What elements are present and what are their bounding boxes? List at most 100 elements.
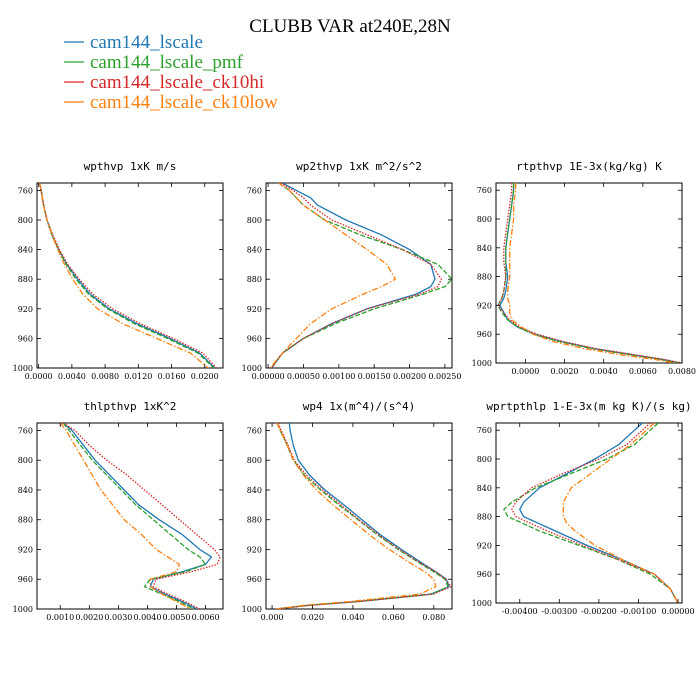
xtick-label-0-4: 0.0160 bbox=[158, 372, 186, 381]
ytick-label-5-0: 760 bbox=[477, 426, 492, 435]
ytick-label-1-0: 760 bbox=[247, 186, 262, 195]
series-line-5-1 bbox=[503, 423, 679, 603]
xtick-label-0-2: 0.0080 bbox=[91, 372, 119, 381]
series-group-3 bbox=[59, 423, 221, 609]
plot-frame-4 bbox=[265, 422, 453, 610]
legend: cam144_lscalecam144_lscale_pmfcam144_lsc… bbox=[64, 32, 278, 113]
xtick-label-1-4: 0.00200 bbox=[393, 372, 426, 381]
xtick-label-1-5: 0.00250 bbox=[428, 372, 461, 381]
ytick-label-1-1: 800 bbox=[247, 216, 262, 225]
ytick-label-3-6: 1000 bbox=[13, 605, 33, 614]
xtick-label-3-1: 0.0020 bbox=[75, 613, 103, 622]
xtick-label-4-4: 0.080 bbox=[422, 613, 445, 622]
plot-frame-0 bbox=[36, 182, 224, 369]
series-line-5-0 bbox=[519, 423, 679, 603]
ytick-label-4-0: 760 bbox=[247, 426, 262, 435]
ytick-label-2-3: 880 bbox=[477, 273, 492, 282]
panel-title-1: wp2thvp 1xK m^2/s^2 bbox=[296, 160, 422, 173]
ytick-label-5-1: 800 bbox=[477, 455, 492, 464]
ytick-label-4-3: 880 bbox=[247, 516, 262, 525]
ytick-label-0-1: 800 bbox=[18, 216, 33, 225]
ytick-label-5-2: 840 bbox=[477, 484, 492, 493]
ytick-label-0-5: 960 bbox=[18, 334, 33, 343]
xtick-label-1-2: 0.00100 bbox=[322, 372, 355, 381]
ytick-label-2-6: 1000 bbox=[472, 359, 492, 368]
ytick-label-3-2: 840 bbox=[18, 486, 33, 495]
ytick-label-1-2: 840 bbox=[247, 246, 262, 255]
xtick-label-4-1: 0.020 bbox=[301, 613, 324, 622]
ytick-label-1-6: 1000 bbox=[242, 364, 262, 373]
ytick-label-5-5: 960 bbox=[477, 570, 492, 579]
panel-0: wpthvp 1xK m/s76080084088092096010000.00… bbox=[13, 160, 224, 381]
ytick-label-4-1: 800 bbox=[247, 456, 262, 465]
xtick-label-0-5: 0.0200 bbox=[191, 372, 219, 381]
panel-title-0: wpthvp 1xK m/s bbox=[84, 160, 177, 173]
xtick-label-5-0: -0.00400 bbox=[502, 607, 538, 616]
xtick-label-1-3: 0.00150 bbox=[358, 372, 391, 381]
ytick-label-4-6: 1000 bbox=[242, 605, 262, 614]
xtick-label-2-1: 0.0020 bbox=[551, 367, 579, 376]
series-group-2 bbox=[497, 183, 682, 363]
series-group-0 bbox=[38, 183, 217, 368]
panel-5: wprtpthlp 1-E-3x(m kg K)/(s kg) 760 800 840… bbox=[472, 400, 695, 616]
panel-4: wp4 1x(m^4)/(s^4)76080084088092096010000… bbox=[242, 400, 453, 622]
ytick-label-2-0: 760 bbox=[477, 186, 492, 195]
xtick-label-3-5: 0.0060 bbox=[192, 613, 220, 622]
panels: wpthvp 1xK m/s76080084088092096010000.00… bbox=[13, 160, 696, 622]
series-group-1 bbox=[269, 183, 452, 368]
series-line-1-2 bbox=[271, 183, 443, 368]
ytick-label-2-1: 800 bbox=[477, 215, 492, 224]
series-line-4-3 bbox=[276, 423, 437, 609]
ytick-label-0-6: 1000 bbox=[13, 364, 33, 373]
ytick-label-3-0: 760 bbox=[18, 426, 33, 435]
ytick-label-5-6: 1000 bbox=[472, 599, 492, 608]
xtick-label-2-3: 0.0060 bbox=[629, 367, 657, 376]
ytick-label-5-4: 920 bbox=[477, 541, 492, 550]
ytick-label-3-3: 880 bbox=[18, 516, 33, 525]
ytick-label-4-2: 840 bbox=[247, 486, 262, 495]
series-line-5-3 bbox=[562, 423, 679, 603]
ytick-label-1-3: 880 bbox=[247, 275, 262, 284]
ytick-label-0-3: 880 bbox=[18, 275, 33, 284]
xtick-label-4-2: 0.040 bbox=[341, 613, 364, 622]
ytick-label-3-4: 920 bbox=[18, 545, 33, 554]
ytick-label-4-5: 960 bbox=[247, 575, 262, 584]
xtick-label-3-2: 0.0030 bbox=[104, 613, 132, 622]
series-line-4-2 bbox=[276, 423, 452, 609]
plot-frame-2 bbox=[495, 182, 683, 364]
plot-frame-1 bbox=[265, 182, 453, 369]
panel-title-3: thlpthvp 1xK^2 bbox=[84, 400, 177, 413]
series-line-2-3 bbox=[507, 183, 675, 363]
ytick-label-0-4: 920 bbox=[18, 305, 33, 314]
ytick-label-2-2: 840 bbox=[477, 244, 492, 253]
xtick-label-5-1: -0.00300 bbox=[541, 607, 577, 616]
legend-label-1: cam144_lscale_pmf bbox=[90, 52, 244, 73]
legend-label-2: cam144_lscale_ck10hi bbox=[90, 72, 264, 93]
xtick-label-5-2: -0.00200 bbox=[581, 607, 617, 616]
xtick-label-1-1: 0.00050 bbox=[287, 372, 320, 381]
xtick-label-2-4: 0.0080 bbox=[668, 367, 696, 376]
xtick-label-4-3: 0.060 bbox=[382, 613, 405, 622]
series-line-0-3 bbox=[38, 183, 209, 368]
series-line-1-0 bbox=[271, 183, 436, 368]
plot-frame-5 bbox=[495, 422, 683, 604]
plot-frame-3 bbox=[36, 422, 224, 610]
xtick-label-5-3: -0.00100 bbox=[621, 607, 657, 616]
xtick-label-0-3: 0.0120 bbox=[124, 372, 152, 381]
ytick-label-0-0: 760 bbox=[18, 186, 33, 195]
series-line-3-1 bbox=[62, 423, 207, 609]
series-line-5-2 bbox=[511, 423, 679, 603]
ytick-label-2-4: 920 bbox=[477, 301, 492, 310]
xtick-label-5-4: 0.00000 bbox=[661, 607, 694, 616]
xtick-label-3-0: 0.0010 bbox=[46, 613, 74, 622]
series-group-5 bbox=[503, 423, 679, 603]
xtick-label-2-2: 0.0040 bbox=[590, 367, 618, 376]
panel-title-4: wp4 1x(m^4)/(s^4) bbox=[303, 400, 416, 413]
xtick-label-3-3: 0.0040 bbox=[133, 613, 161, 622]
xtick-label-2-0: 0.0000 bbox=[511, 367, 539, 376]
xtick-label-4-0: 0.000 bbox=[261, 613, 284, 622]
figure-title: CLUBB VAR at240E,28N bbox=[249, 16, 451, 37]
panel-title-2: rtpthvp 1E-3x(kg/kg) K bbox=[516, 160, 662, 173]
